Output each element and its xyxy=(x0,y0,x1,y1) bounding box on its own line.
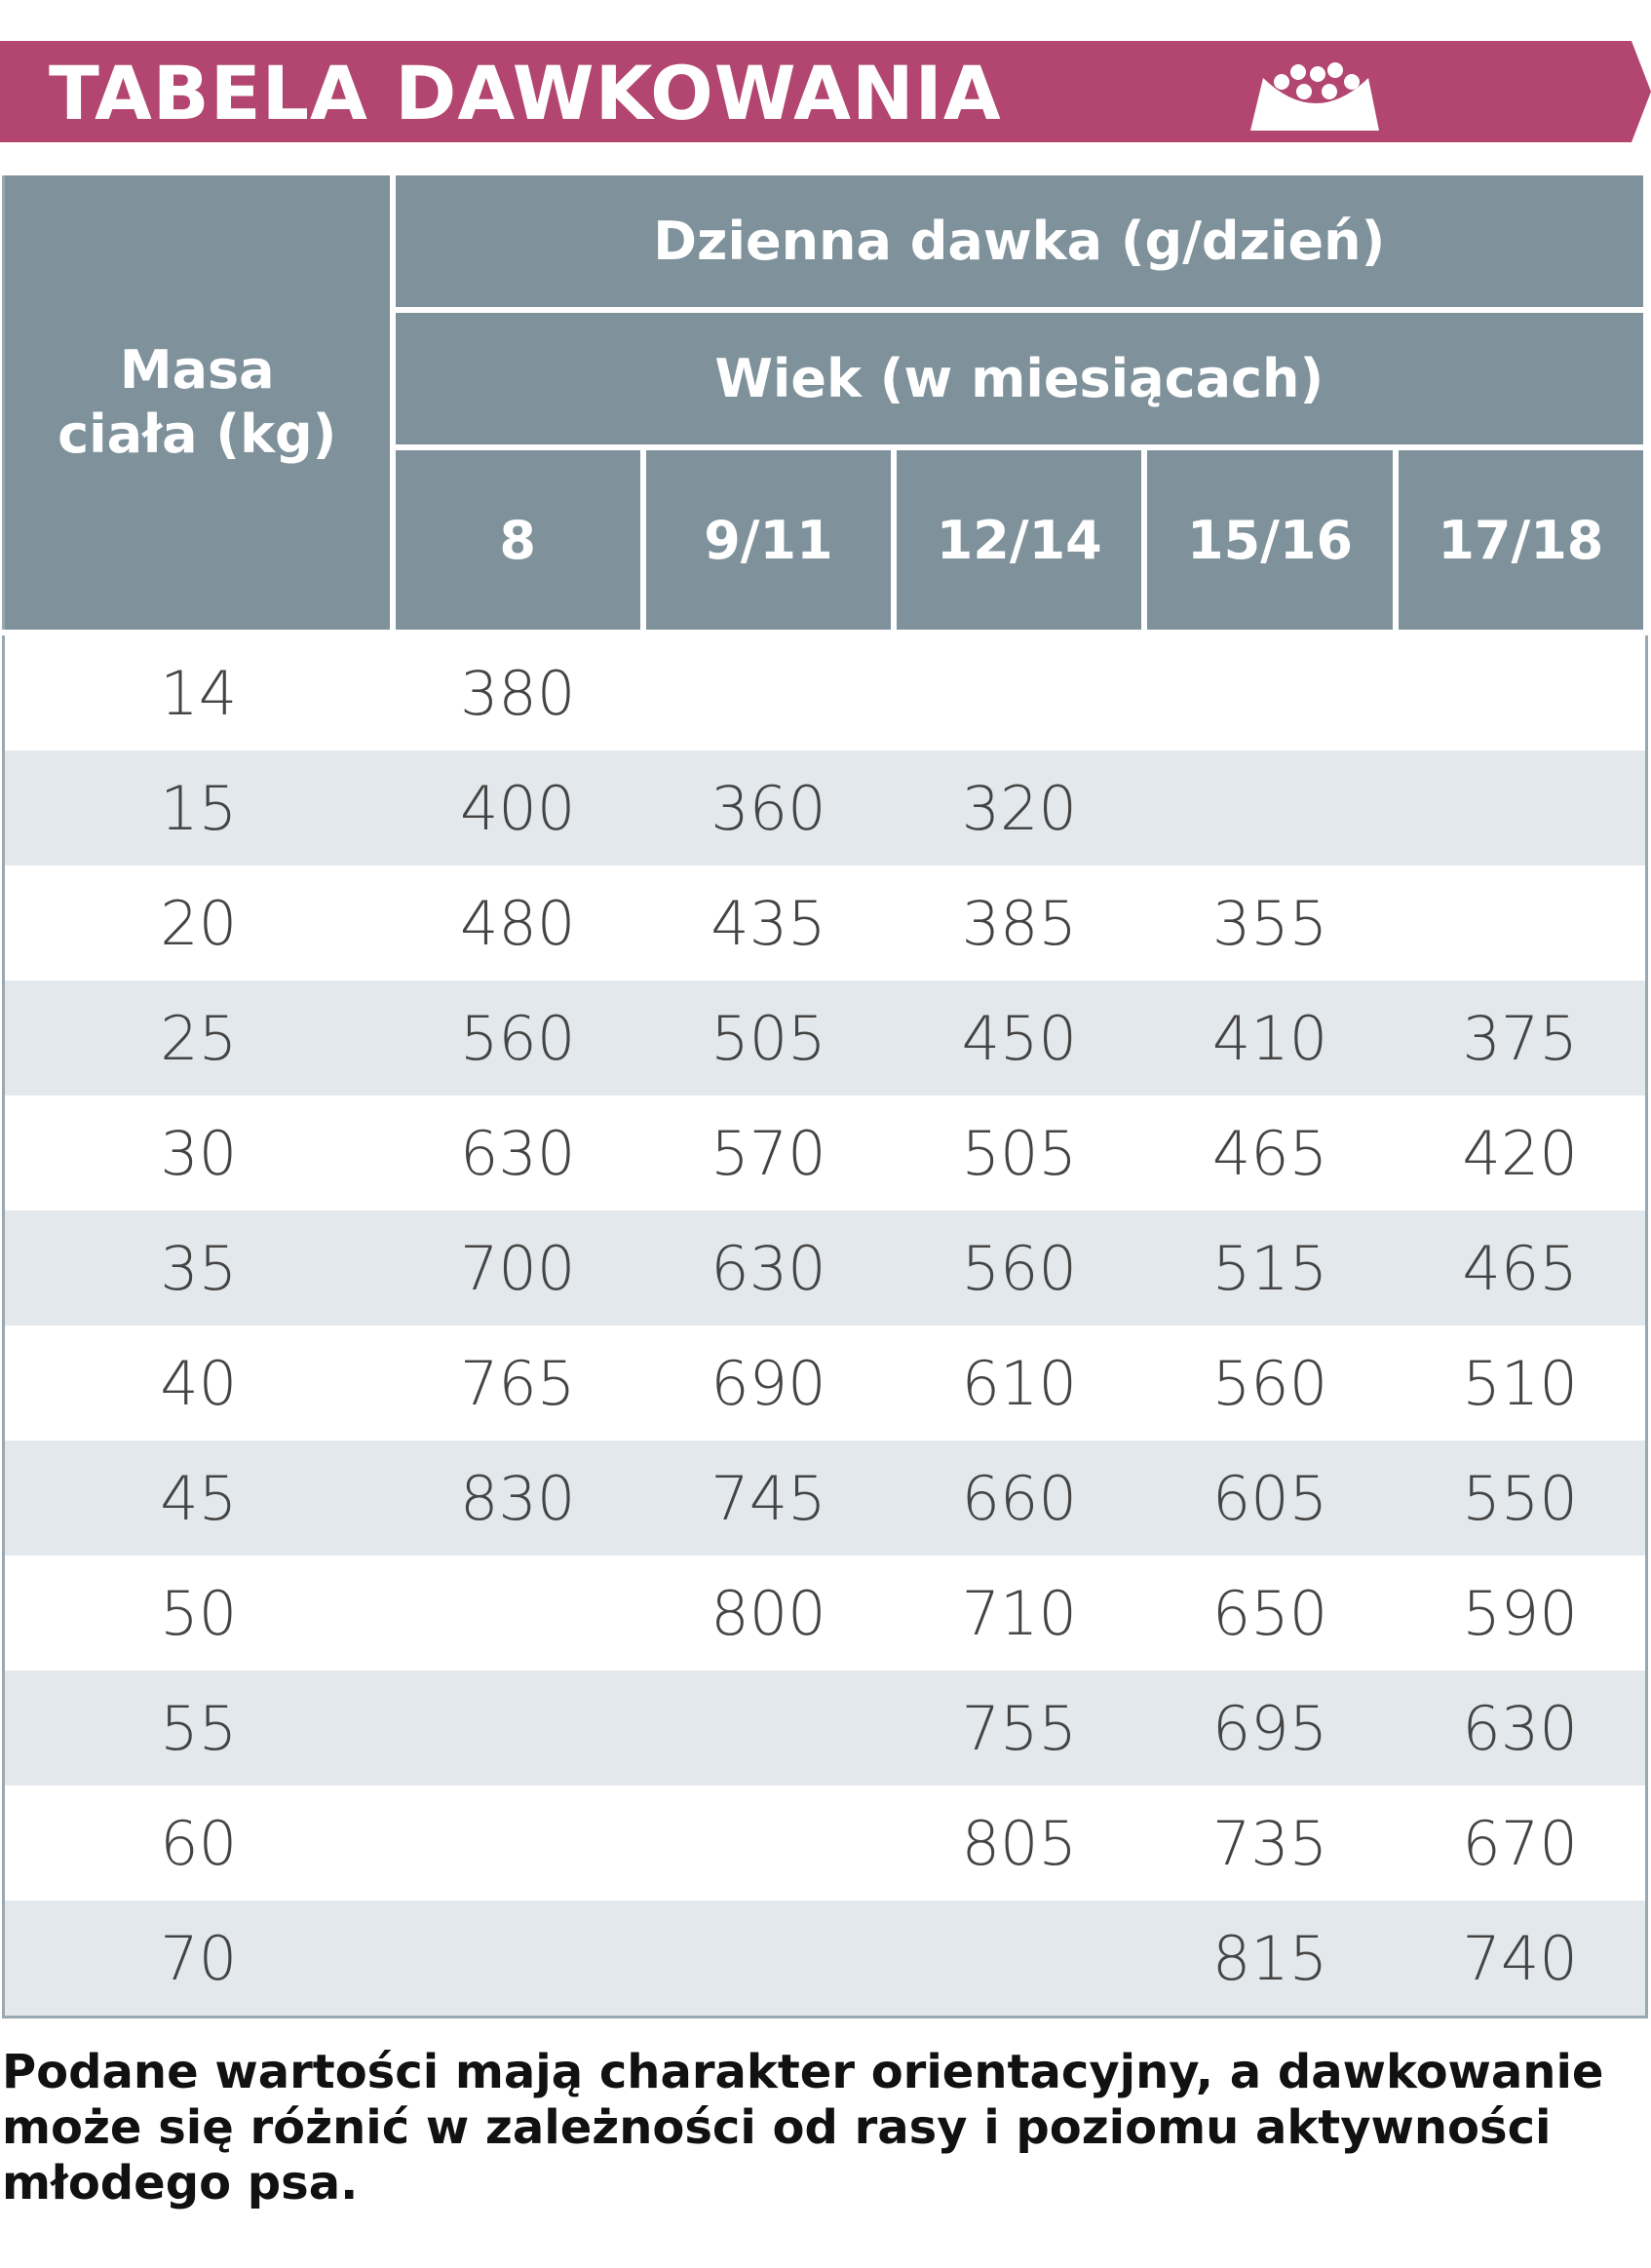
dose-cell: 590 xyxy=(1462,1577,1578,1649)
weight-cell: 50 xyxy=(160,1577,238,1649)
dose-cell xyxy=(1396,865,1646,980)
dose-cell xyxy=(1396,633,1646,750)
banner-arrow-shape xyxy=(0,41,1651,142)
dose-cell: 650 xyxy=(1211,1577,1328,1649)
dose-cell: 515 xyxy=(1144,1211,1396,1326)
dose-cell: 690 xyxy=(710,1347,826,1419)
dose-cell xyxy=(393,1556,643,1671)
age-column-header: 8 xyxy=(389,444,646,635)
weight-cell: 25 xyxy=(3,980,393,1096)
dose-cell: 830 xyxy=(392,1441,643,1556)
title-banner xyxy=(0,41,1651,142)
dose-header: Dzienna dawka (g/dzień) xyxy=(389,170,1649,313)
dose-cell xyxy=(643,1786,894,1901)
dose-cell: 400 xyxy=(392,750,643,865)
dose-cell: 410 xyxy=(1144,980,1396,1096)
dose-cell: 505 xyxy=(642,980,895,1096)
dose-cell: 560 xyxy=(1211,1347,1328,1419)
age-column-header: 9/11 xyxy=(639,444,898,635)
dose-cell: 375 xyxy=(1395,980,1646,1096)
weight-cell: 14 xyxy=(160,657,238,729)
dose-cell: 450 xyxy=(894,980,1145,1096)
dosage-table: Masa ciała (kg) Dzienna dawka (g/dzień) … xyxy=(2,170,1650,2018)
dose-cell: 385 xyxy=(961,887,1077,959)
table-row: 20 480 435 385 355 xyxy=(4,865,1647,980)
dose-cell: 630 xyxy=(459,1117,576,1189)
weight-cell: 55 xyxy=(3,1671,393,1786)
dose-cell xyxy=(642,1901,895,2018)
dose-cell xyxy=(393,1786,643,1901)
age-column-header: 12/14 xyxy=(891,444,1148,635)
weight-cell: 20 xyxy=(160,887,238,959)
dose-cell: 560 xyxy=(894,1211,1145,1326)
age-column-header: 15/16 xyxy=(1141,444,1399,635)
dose-cell: 700 xyxy=(392,1211,643,1326)
dose-cell: 465 xyxy=(1395,1211,1646,1326)
dose-cell: 380 xyxy=(459,657,576,729)
table-row: 70 815 740 xyxy=(3,1901,1646,2018)
table-row: 14 380 xyxy=(4,633,1647,750)
age-column-header: 17/18 xyxy=(1392,444,1650,635)
age-header: Wiek (w miesiącach) xyxy=(389,307,1649,450)
dose-cell xyxy=(643,633,894,750)
page-title: TABELA DAWKOWANIA xyxy=(49,50,1002,136)
dose-cell: 610 xyxy=(961,1347,1077,1419)
dose-cell xyxy=(1395,750,1646,865)
dose-cell xyxy=(392,1901,643,2018)
table-row: 60 805 735 670 xyxy=(4,1786,1647,1901)
table-row: 50 800 710 650 590 xyxy=(4,1556,1647,1671)
weight-cell: 35 xyxy=(3,1211,393,1326)
dose-cell xyxy=(1144,633,1395,750)
table-row: 35 700 630 560 515 465 xyxy=(3,1211,1646,1326)
weight-cell: 30 xyxy=(160,1117,238,1189)
dose-cell xyxy=(642,1671,895,1786)
dose-cell: 605 xyxy=(1144,1441,1396,1556)
table-row: 40 765 690 610 560 510 xyxy=(4,1326,1647,1441)
dose-cell: 505 xyxy=(961,1117,1077,1189)
dose-cell: 510 xyxy=(1462,1347,1578,1419)
dose-cell: 745 xyxy=(642,1441,895,1556)
table-row: 45 830 745 660 605 550 xyxy=(3,1441,1646,1556)
dose-cell xyxy=(894,1901,1145,2018)
table-row: 25 560 505 450 410 375 xyxy=(3,980,1646,1096)
weight-cell: 45 xyxy=(3,1441,393,1556)
dose-cell xyxy=(894,633,1144,750)
dose-cell: 710 xyxy=(961,1577,1077,1649)
dose-cell: 805 xyxy=(961,1807,1077,1879)
dose-cell: 480 xyxy=(459,887,576,959)
weight-cell: 15 xyxy=(3,750,393,865)
dose-cell: 670 xyxy=(1462,1807,1578,1879)
dog-food-bowl-icon xyxy=(1250,62,1379,131)
dose-cell: 755 xyxy=(894,1671,1145,1786)
dose-cell: 465 xyxy=(1211,1117,1328,1189)
dose-cell: 695 xyxy=(1144,1671,1396,1786)
weight-cell: 60 xyxy=(160,1807,238,1879)
dose-cell: 360 xyxy=(642,750,895,865)
dose-cell xyxy=(392,1671,643,1786)
table-row: 15 400 360 320 xyxy=(3,750,1646,865)
table-row: 30 630 570 505 465 420 xyxy=(4,1096,1647,1211)
dose-cell xyxy=(1144,750,1396,865)
footer-note: Podane wartości mają charakter orientacy… xyxy=(2,2045,1604,2210)
dose-cell: 355 xyxy=(1211,887,1328,959)
dose-cell: 740 xyxy=(1395,1901,1646,2018)
dose-cell: 765 xyxy=(459,1347,576,1419)
dose-cell: 560 xyxy=(392,980,643,1096)
dose-cell: 570 xyxy=(710,1117,826,1189)
dose-cell: 815 xyxy=(1144,1901,1396,2018)
dose-cell: 735 xyxy=(1211,1807,1328,1879)
weight-cell: 70 xyxy=(3,1901,393,2018)
dose-cell: 660 xyxy=(894,1441,1145,1556)
table-row: 55 755 695 630 xyxy=(3,1671,1646,1786)
weight-cell: 40 xyxy=(160,1347,238,1419)
dose-cell: 320 xyxy=(894,750,1145,865)
dose-cell: 800 xyxy=(710,1577,826,1649)
dose-cell: 630 xyxy=(1395,1671,1646,1786)
weight-header: Masa ciała (kg) xyxy=(3,170,396,635)
dose-cell: 435 xyxy=(710,887,826,959)
dose-cell: 420 xyxy=(1462,1117,1578,1189)
dose-cell: 550 xyxy=(1395,1441,1646,1556)
dose-cell: 630 xyxy=(642,1211,895,1326)
